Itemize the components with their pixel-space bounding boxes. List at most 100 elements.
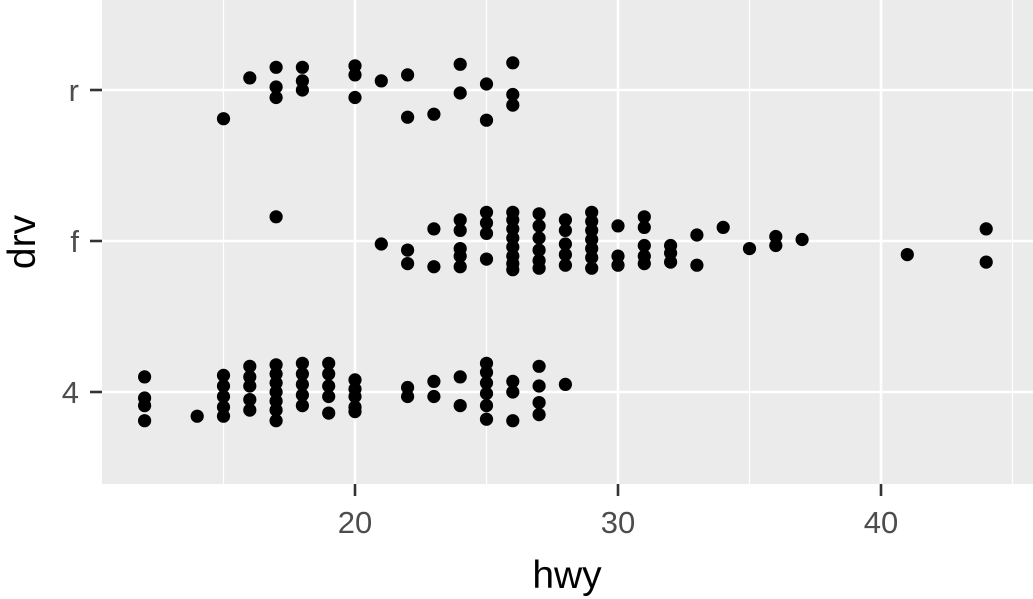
data-point	[637, 238, 651, 253]
x-axis-tick-labels: 20 30 40	[338, 505, 898, 540]
data-point	[453, 213, 467, 227]
data-point	[401, 243, 415, 257]
data-point	[506, 374, 520, 388]
data-point	[900, 248, 914, 262]
data-point	[585, 261, 599, 275]
data-point	[795, 232, 809, 247]
x-tick-label: 20	[338, 505, 372, 540]
data-point	[532, 379, 546, 393]
y-axis-title: drv	[1, 214, 44, 269]
data-point	[742, 242, 757, 256]
data-point	[506, 414, 520, 428]
data-point	[558, 258, 573, 272]
data-point	[479, 386, 494, 401]
data-point	[479, 365, 494, 379]
data-point	[637, 257, 651, 271]
y-axis-ticks	[90, 88, 102, 394]
data-point	[295, 83, 309, 97]
data-point	[427, 374, 441, 388]
data-point	[295, 377, 309, 391]
y-axis-tick-labels: 4 f r	[62, 73, 80, 410]
data-point	[506, 87, 520, 102]
data-point	[322, 389, 336, 404]
data-point	[322, 367, 336, 381]
data-point	[401, 110, 415, 124]
data-point	[269, 403, 283, 417]
data-point	[479, 113, 494, 127]
data-point	[532, 261, 546, 275]
y-tick-label: 4	[62, 375, 79, 410]
data-point	[295, 367, 309, 381]
data-point	[138, 414, 152, 428]
data-point	[453, 370, 467, 384]
data-point	[243, 393, 257, 407]
data-point	[979, 255, 993, 269]
data-point	[269, 414, 283, 428]
data-point	[979, 222, 993, 236]
x-tick-label: 30	[601, 505, 635, 540]
data-point	[295, 356, 309, 370]
data-point	[479, 412, 494, 426]
data-point	[769, 238, 783, 253]
data-point	[453, 249, 467, 263]
data-point	[532, 359, 546, 373]
data-point	[243, 71, 257, 85]
data-point	[374, 237, 388, 251]
data-point	[243, 379, 257, 393]
data-point	[506, 263, 520, 277]
data-point	[506, 240, 520, 254]
data-point	[269, 60, 283, 74]
data-point	[138, 370, 152, 384]
data-point	[532, 396, 546, 410]
data-point	[295, 388, 309, 402]
data-point	[348, 90, 362, 105]
data-point	[532, 243, 546, 257]
data-point	[216, 379, 231, 393]
data-point	[348, 405, 362, 419]
data-point	[138, 399, 152, 413]
data-point	[558, 377, 573, 391]
data-point	[479, 216, 494, 230]
data-point	[322, 356, 336, 370]
data-point	[532, 231, 546, 245]
data-point	[690, 258, 704, 272]
data-point	[348, 373, 362, 387]
data-point	[558, 223, 573, 237]
data-point	[401, 68, 415, 82]
data-point	[479, 205, 494, 219]
data-point	[506, 385, 520, 399]
data-point	[558, 248, 573, 262]
data-point	[216, 409, 231, 423]
data-point	[243, 403, 257, 417]
data-point	[453, 260, 467, 274]
data-point	[611, 258, 625, 272]
data-point	[243, 359, 257, 373]
data-point	[322, 406, 336, 420]
data-point	[453, 86, 467, 100]
data-point	[374, 74, 388, 88]
data-point	[532, 408, 546, 422]
data-point	[506, 222, 520, 236]
data-point	[637, 220, 651, 234]
data-point	[453, 57, 467, 71]
data-point	[427, 222, 441, 236]
data-point	[453, 399, 467, 413]
data-point	[269, 376, 283, 390]
data-point	[479, 77, 494, 91]
data-point	[479, 399, 494, 413]
data-point	[401, 389, 415, 404]
data-point	[216, 389, 231, 404]
data-point	[585, 223, 599, 237]
data-point	[453, 223, 467, 237]
data-point	[664, 255, 678, 269]
data-point	[585, 232, 599, 247]
data-point	[269, 358, 283, 372]
data-point	[348, 59, 362, 73]
data-point	[506, 98, 520, 112]
x-axis-ticks	[353, 484, 883, 496]
data-point	[322, 379, 336, 393]
data-point	[269, 210, 283, 224]
data-point	[269, 385, 283, 399]
data-point	[216, 400, 231, 414]
